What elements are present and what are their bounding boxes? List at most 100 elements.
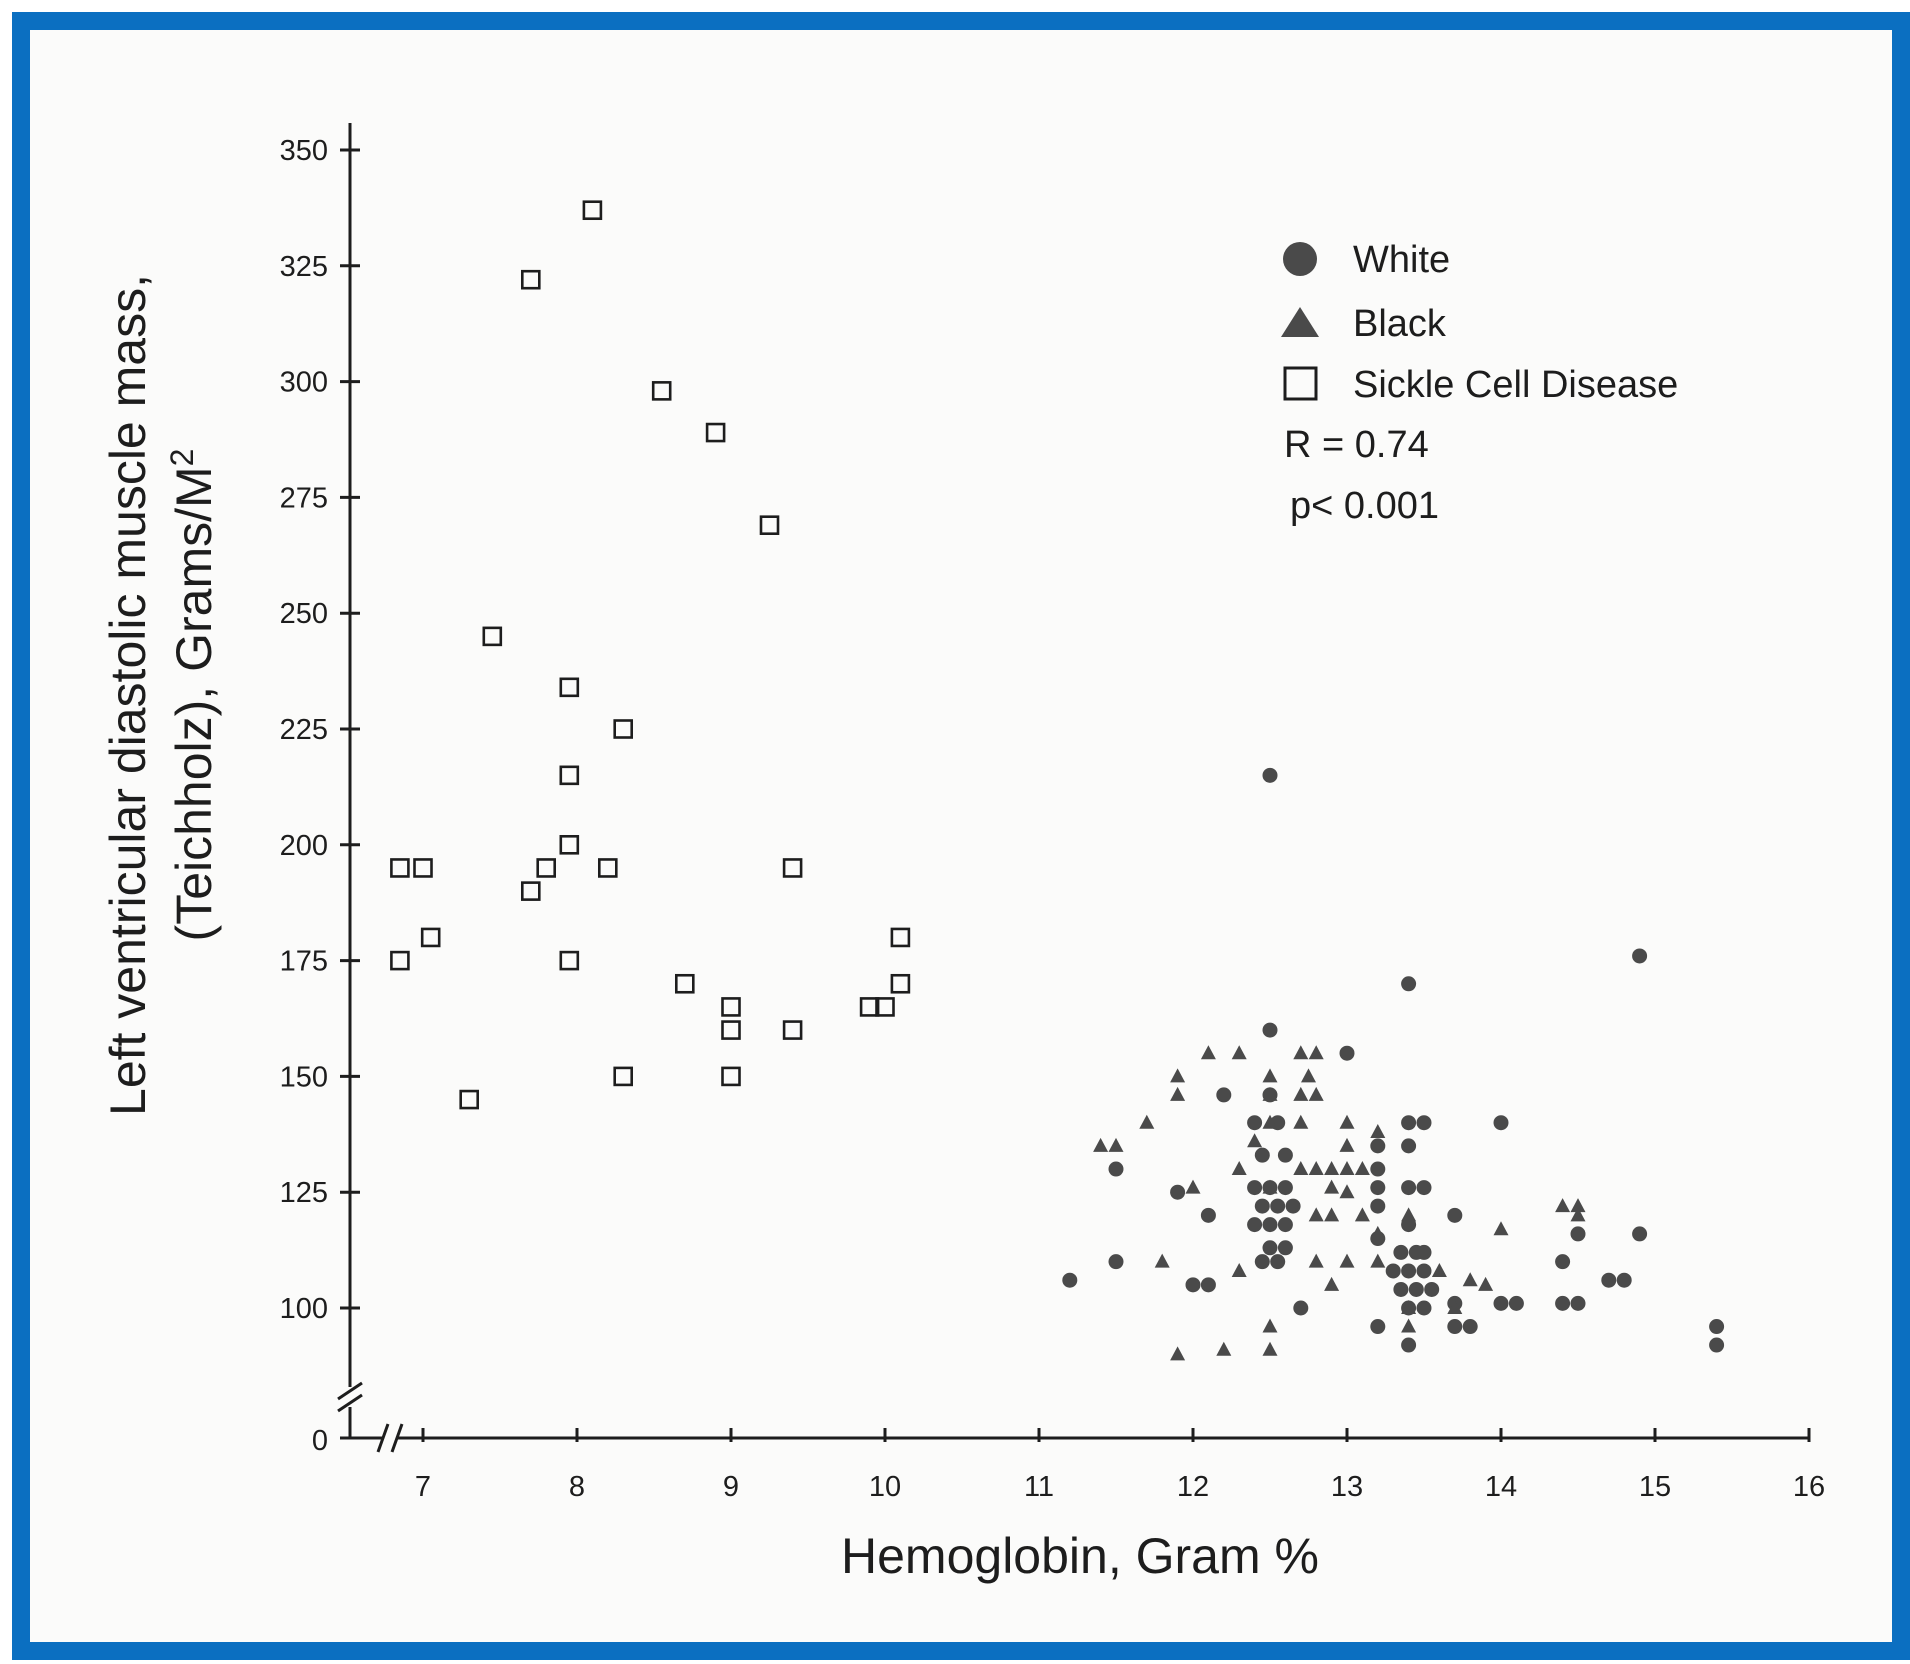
data-point-circle	[1277, 1147, 1293, 1163]
x-tick-label: 13	[1331, 1471, 1363, 1503]
data-point-circle	[1247, 1115, 1263, 1131]
y-axis-title-line1: Left ventricular diastolic muscle mass,	[100, 274, 156, 1116]
data-point-triangle	[1293, 1086, 1309, 1101]
data-point-circle	[1285, 1198, 1301, 1214]
data-point-square	[459, 1089, 480, 1110]
data-point-circle	[1416, 1115, 1432, 1131]
data-point-circle	[1493, 1295, 1509, 1311]
data-point-triangle	[1339, 1184, 1355, 1199]
y-axis-title-superscript: 2	[164, 449, 200, 467]
data-point-triangle	[1170, 1086, 1186, 1101]
data-point-triangle	[1262, 1086, 1278, 1101]
legend-triangle-icon	[1281, 307, 1319, 337]
y-tick-label: 250	[280, 598, 328, 630]
data-point-triangle	[1216, 1341, 1232, 1356]
data-point-triangle	[1093, 1137, 1109, 1152]
y-axis-title-units: (Teichholz), Grams/M	[166, 466, 222, 941]
data-point-triangle	[1262, 1114, 1278, 1129]
data-point-circle	[1262, 1022, 1278, 1038]
data-point-circle	[1185, 1277, 1201, 1293]
x-tick-label: 7	[415, 1471, 431, 1503]
data-point-circle	[1424, 1281, 1440, 1297]
data-point-triangle	[1570, 1207, 1586, 1222]
data-point-circle	[1401, 1115, 1417, 1131]
x-tick-label: 11	[1024, 1471, 1054, 1503]
data-point-circle	[1416, 1263, 1432, 1279]
data-point-circle	[1416, 1244, 1432, 1260]
data-point-triangle	[1308, 1086, 1324, 1101]
y-tick-label: 100	[280, 1293, 328, 1325]
data-point-circle	[1339, 1045, 1355, 1061]
data-point-circle	[1270, 1254, 1286, 1270]
data-point-triangle	[1431, 1262, 1447, 1277]
data-point-triangle	[1154, 1253, 1170, 1268]
data-point-triangle	[1293, 1045, 1309, 1060]
data-point-triangle	[1308, 1253, 1324, 1268]
data-point-circle	[1447, 1207, 1463, 1223]
data-point-square	[390, 858, 410, 878]
data-point-triangle	[1262, 1179, 1278, 1194]
data-point-circle	[1293, 1300, 1309, 1316]
data-point-triangle	[1108, 1137, 1124, 1152]
data-point-triangle	[1339, 1114, 1355, 1129]
data-point-triangle	[1370, 1123, 1386, 1138]
data-point-circle	[1262, 1240, 1278, 1256]
data-point-circle	[1447, 1319, 1463, 1335]
data-point-triangle	[1447, 1300, 1463, 1314]
data-point-circle	[1555, 1295, 1571, 1311]
data-point-square	[420, 927, 441, 948]
axes	[337, 123, 1811, 1453]
data-point-square	[721, 1066, 741, 1087]
y-tick-label: 275	[280, 482, 328, 514]
y-tick-label: 225	[280, 714, 328, 746]
data-point-circle	[1247, 1217, 1263, 1233]
data-point-circle	[1632, 948, 1648, 964]
data-point-triangle	[1247, 1133, 1263, 1148]
data-point-square	[413, 858, 433, 878]
data-point-circle	[1277, 1217, 1293, 1233]
data-point-square	[890, 927, 911, 948]
data-point-triangle	[1185, 1179, 1201, 1194]
data-point-circle	[1262, 767, 1278, 783]
data-point-square	[390, 950, 410, 971]
data-point-circle	[1709, 1319, 1725, 1335]
data-point-circle	[1632, 1226, 1648, 1242]
data-point-square	[859, 997, 880, 1017]
p-value-annotation: p< 0.001	[1290, 485, 1439, 527]
data-point-circle	[1393, 1281, 1409, 1297]
data-point-square	[582, 200, 603, 221]
data-point-triangle	[1570, 1198, 1586, 1213]
data-point-circle	[1200, 1207, 1216, 1223]
data-point-circle	[1601, 1272, 1617, 1288]
data-point-square	[705, 422, 726, 443]
data-point-triangle	[1401, 1318, 1417, 1333]
y-axis-break-mark	[337, 1393, 363, 1413]
series-sickle-cell-disease	[390, 200, 911, 1110]
legend-square-icon	[1283, 366, 1318, 401]
legend-circle-icon	[1283, 242, 1317, 276]
data-point-circle	[1200, 1277, 1216, 1293]
y-tick-label: 325	[280, 251, 328, 283]
data-point-square	[559, 677, 580, 698]
data-point-triangle	[1354, 1207, 1370, 1222]
data-point-circle	[1370, 1161, 1386, 1177]
data-point-square	[721, 997, 741, 1017]
data-point-square	[613, 1066, 634, 1087]
data-point-circle	[1493, 1115, 1509, 1131]
data-point-triangle	[1262, 1341, 1278, 1356]
r-value-annotation: R = 0.74	[1284, 424, 1429, 466]
data-point-triangle	[1324, 1207, 1340, 1222]
data-point-triangle	[1370, 1253, 1386, 1268]
data-point-circle	[1393, 1244, 1409, 1260]
data-point-circle	[1555, 1254, 1571, 1270]
data-point-circle	[1401, 1263, 1417, 1279]
data-point-circle	[1370, 1180, 1386, 1196]
data-point-triangle	[1293, 1114, 1309, 1129]
x-tick-label: 9	[723, 1471, 739, 1503]
legend-label-white: White	[1353, 239, 1450, 281]
data-point-square	[536, 858, 557, 878]
data-point-triangle	[1308, 1207, 1324, 1222]
data-point-square	[651, 381, 672, 401]
data-point-circle	[1254, 1254, 1270, 1270]
